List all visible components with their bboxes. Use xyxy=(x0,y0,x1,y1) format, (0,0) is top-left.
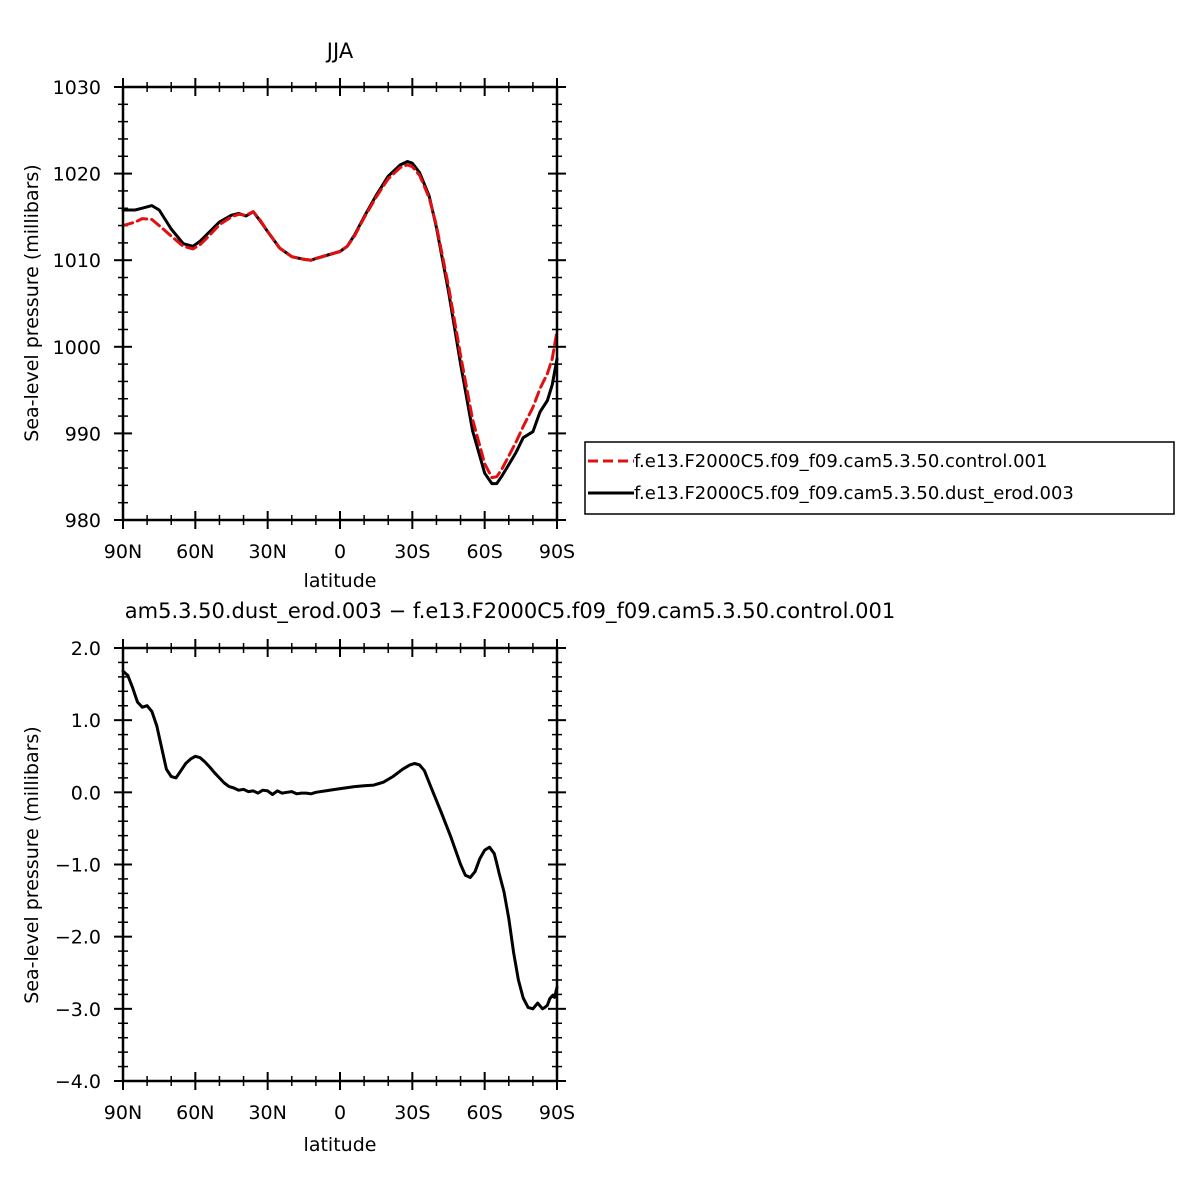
bottom-plot-frame xyxy=(121,646,559,1083)
top-y-tick-label: 1020 xyxy=(53,164,101,186)
bottom-y-tick-label: −1.0 xyxy=(55,855,101,877)
top-y-axis-label: Sea-level pressure (millibars) xyxy=(21,164,43,441)
top-x-tick-label: 30N xyxy=(248,541,286,563)
bottom-y-tick-label: −4.0 xyxy=(55,1071,101,1093)
top-x-tick-label: 30S xyxy=(394,541,430,563)
top-panel-title: JJA xyxy=(325,39,354,63)
bottom-y-tick-label: 2.0 xyxy=(71,638,101,660)
bottom-x-tick-label: 30S xyxy=(394,1102,430,1124)
top-x-tick-label: 0 xyxy=(334,541,346,563)
legend-label-dust-erod: f.e13.F2000C5.f09_f09.cam5.3.50.dust_ero… xyxy=(634,483,1074,504)
top-x-tick-label: 60S xyxy=(467,541,503,563)
top-y-tick-label: 980 xyxy=(65,510,101,532)
bottom-x-axis-label: latitude xyxy=(304,1134,377,1156)
legend: f.e13.F2000C5.f09_f09.cam5.3.50.control.… xyxy=(584,441,1175,515)
bottom-x-tick-label: 90N xyxy=(104,1102,142,1124)
bottom-panel: am5.3.50.dust_erod.003 − f.e13.F2000C5.f… xyxy=(21,599,895,1156)
top-panel-series xyxy=(121,160,559,486)
bottom-y-tick-label: −2.0 xyxy=(55,927,101,949)
bottom-panel-title: am5.3.50.dust_erod.003 − f.e13.F2000C5.f… xyxy=(125,599,895,624)
bottom-y-axis-label: Sea-level pressure (millibars) xyxy=(21,726,43,1003)
bottom-y-tick-label: 1.0 xyxy=(71,710,101,732)
bottom-y-tick-label: −3.0 xyxy=(55,999,101,1021)
top-x-tick-label: 90S xyxy=(539,541,575,563)
bottom-series-line-0 xyxy=(121,669,559,1011)
bottom-x-tick-label: 60S xyxy=(467,1102,503,1124)
top-x-tick-label: 60N xyxy=(176,541,214,563)
bottom-x-tick-label: 30N xyxy=(248,1102,286,1124)
top-y-tick-label: 1010 xyxy=(53,250,101,272)
top-x-tick-label: 90N xyxy=(104,541,142,563)
bottom-x-tick-label: 60N xyxy=(176,1102,214,1124)
top-series-line-0 xyxy=(121,163,559,480)
top-panel: JJA 90N 60N 30N 0 30S 60S 90S 980 990 1000 1010 102… xyxy=(21,39,575,592)
bottom-panel-series xyxy=(121,669,559,1011)
legend-label-control: f.e13.F2000C5.f09_f09.cam5.3.50.control.… xyxy=(634,451,1047,472)
top-y-tick-label: 990 xyxy=(65,423,101,445)
bottom-x-tick-label: 90S xyxy=(539,1102,575,1124)
bottom-panel-ticks: 90N 60N 30N 0 30S 60S 90S −4.0 −3.0 −2.0 −1.0 0.0 1.… xyxy=(55,638,575,1124)
top-x-axis-label: latitude xyxy=(304,570,377,592)
bottom-y-tick-label: 0.0 xyxy=(71,782,101,804)
top-series-line-1 xyxy=(121,160,559,486)
top-y-tick-label: 1030 xyxy=(53,77,101,99)
legend-box xyxy=(584,441,1175,515)
top-panel-ticks: 90N 60N 30N 0 30S 60S 90S 980 990 1000 1010 1020 103… xyxy=(53,77,575,563)
bottom-x-tick-label: 0 xyxy=(334,1102,346,1124)
top-y-tick-label: 1000 xyxy=(53,337,101,359)
top-plot-frame xyxy=(121,85,559,522)
